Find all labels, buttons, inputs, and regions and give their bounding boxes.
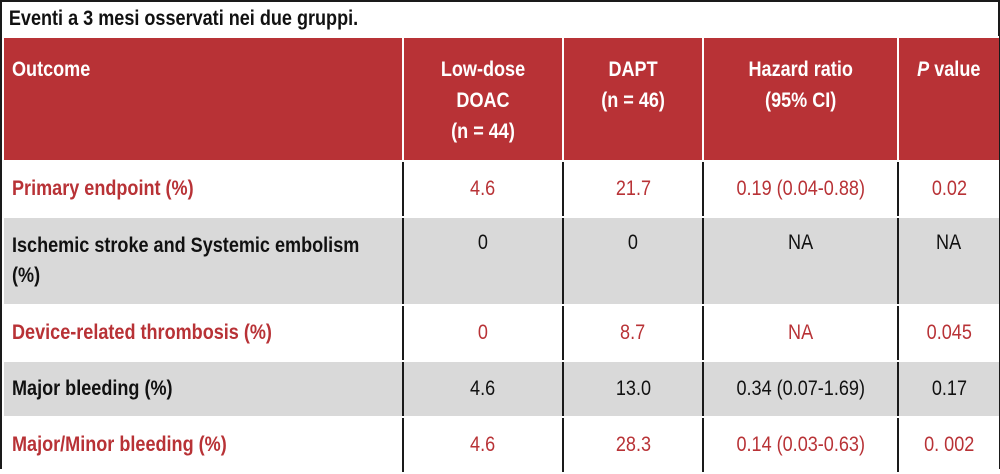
low-dose-cell: 0 bbox=[402, 304, 564, 362]
hazard-ratio-cell: NA bbox=[702, 304, 899, 362]
hazard-ratio-cell: 0.19 (0.04-0.88) bbox=[702, 160, 899, 218]
header-hazard-ratio: Hazard ratio (95% CI) bbox=[702, 36, 899, 162]
dapt-cell: 8.7 bbox=[562, 304, 704, 362]
outcome-cell: Major/Minor bleeding (%) bbox=[2, 416, 404, 474]
table-row: Primary endpoint (%) 4.6 21.7 0.19 (0.04… bbox=[2, 160, 999, 218]
low-dose-cell: 4.6 bbox=[402, 160, 564, 218]
hazard-ratio-cell: NA bbox=[702, 216, 899, 306]
table-row: Major/Minor bleeding (%) 4.6 28.3 0.14 (… bbox=[2, 416, 999, 474]
table-caption: Eventi a 3 mesi osservati nei due gruppi… bbox=[8, 7, 359, 30]
low-dose-cell: 4.6 bbox=[402, 416, 564, 474]
p-value-cell: 0.02 bbox=[897, 160, 999, 218]
outcome-cell: Primary endpoint (%) bbox=[2, 160, 404, 218]
p-value-cell: 0.17 bbox=[897, 360, 999, 418]
hazard-ratio-cell: 0.34 (0.07-1.69) bbox=[702, 360, 899, 418]
outcome-cell: Ischemic stroke and Systemic embolism (%… bbox=[2, 216, 404, 306]
p-value-cell: 0.045 bbox=[897, 304, 999, 362]
table-row: Ischemic stroke and Systemic embolism (%… bbox=[2, 216, 999, 306]
header-p-value: P value bbox=[897, 36, 999, 162]
p-value-cell: 0. 002 bbox=[897, 416, 999, 474]
p-value-cell: NA bbox=[897, 216, 999, 306]
dapt-cell: 28.3 bbox=[562, 416, 704, 474]
header-low-dose-doac: Low-dose DOAC (n = 44) bbox=[402, 36, 564, 162]
outcomes-table: Outcome Low-dose DOAC (n = 44) DAPT (n =… bbox=[2, 36, 999, 474]
outcome-cell: Device-related thrombosis (%) bbox=[2, 304, 404, 362]
low-dose-cell: 4.6 bbox=[402, 360, 564, 418]
hazard-ratio-cell: 0.14 (0.03-0.63) bbox=[702, 416, 899, 474]
dapt-cell: 13.0 bbox=[562, 360, 704, 418]
dapt-cell: 21.7 bbox=[562, 160, 704, 218]
low-dose-cell: 0 bbox=[402, 216, 564, 306]
outcome-cell: Major bleeding (%) bbox=[2, 360, 404, 418]
header-outcome: Outcome bbox=[2, 36, 404, 162]
header-dapt: DAPT (n = 46) bbox=[562, 36, 704, 162]
dapt-cell: 0 bbox=[562, 216, 704, 306]
table-row: Major bleeding (%) 4.6 13.0 0.34 (0.07-1… bbox=[2, 360, 999, 418]
table-row: Device-related thrombosis (%) 0 8.7 NA 0… bbox=[2, 304, 999, 362]
header-row: Outcome Low-dose DOAC (n = 44) DAPT (n =… bbox=[2, 36, 999, 162]
